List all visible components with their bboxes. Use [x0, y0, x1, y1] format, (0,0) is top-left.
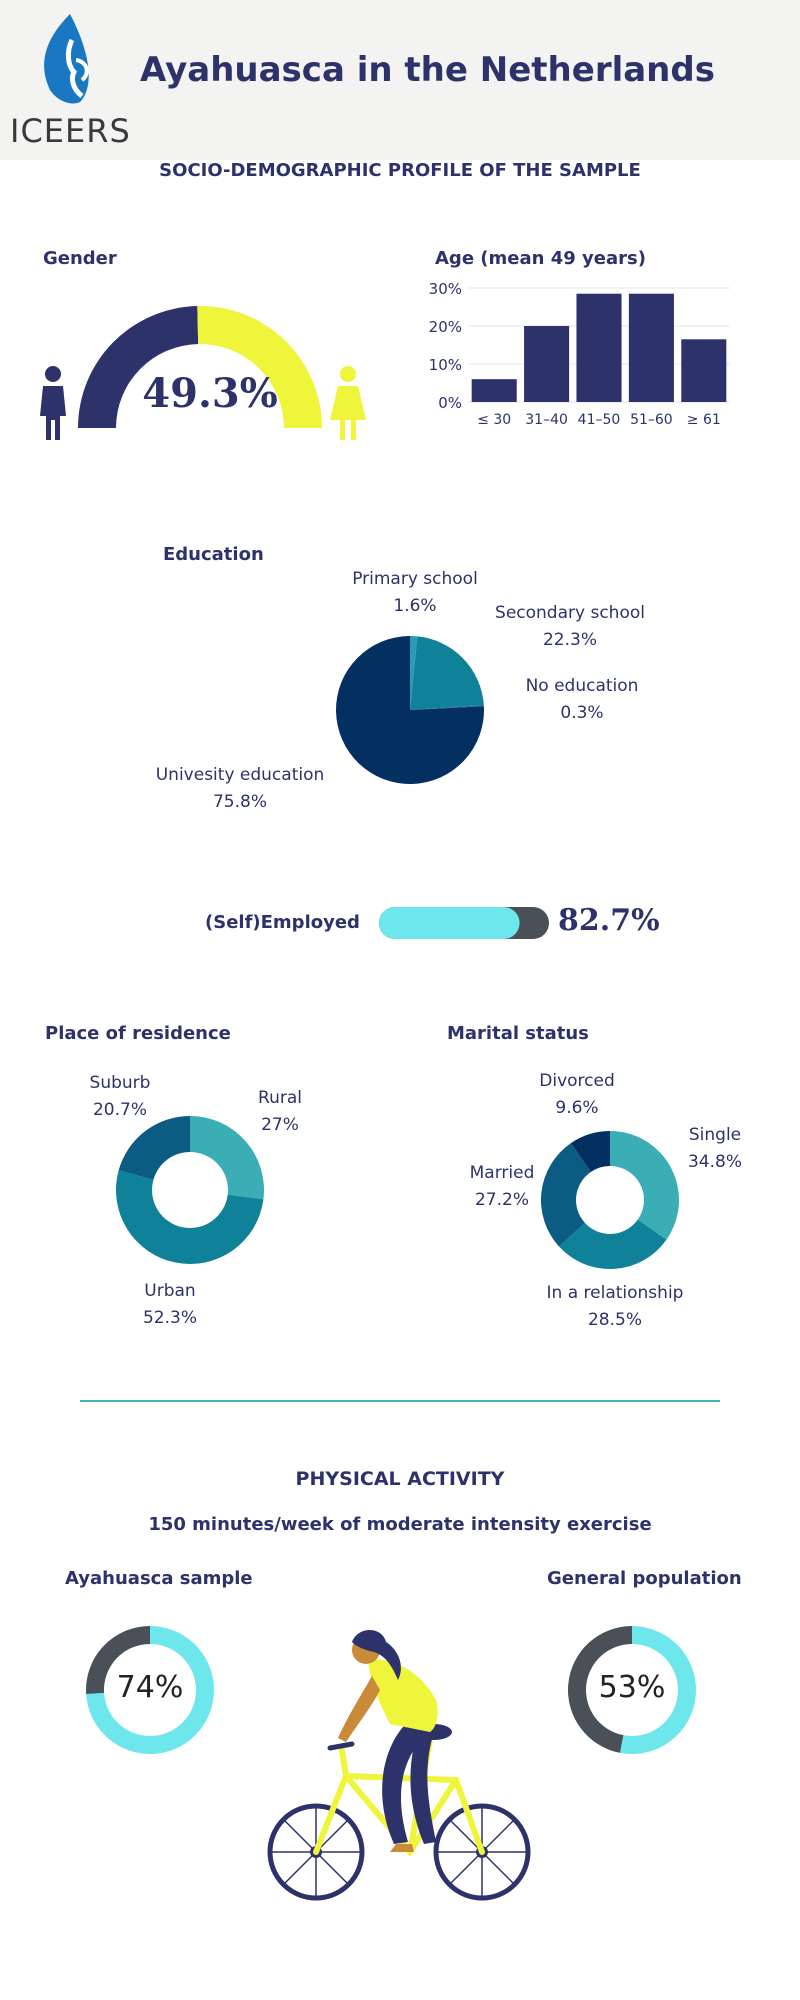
- general-ring-chart: [568, 1626, 696, 1754]
- res-label-rural: Rural 27%: [258, 1088, 302, 1135]
- employed-value: 82.7%: [558, 903, 660, 938]
- general-ring-value: [620, 1626, 696, 1754]
- edu-label-university: Univesity education 75.8%: [155, 765, 325, 812]
- edu-label-none: No education 0.3%: [525, 676, 639, 723]
- sample-title: Ayahuasca sample: [65, 1568, 253, 1589]
- mar-label-relationship: In a relationship 28.5%: [546, 1283, 684, 1330]
- age-bar-chart: 0% 10% 20% 30% ≤ 30 31–40 41–50 51–60 ≥ 61: [429, 280, 730, 428]
- residence-donut-chart: [116, 1116, 264, 1264]
- education-pie-chart: [336, 636, 484, 784]
- age-xtick-label: ≥ 61: [687, 412, 721, 428]
- employed-progress-bar: [379, 907, 549, 939]
- education-slice-2: [410, 704, 484, 710]
- age-ytick-label: 0%: [438, 394, 462, 412]
- header-background: [0, 0, 800, 160]
- mar-label-divorced: Divorced 9.6%: [539, 1071, 615, 1118]
- age-xtick-label: 31–40: [525, 412, 568, 428]
- age-bar: [628, 293, 674, 402]
- age-ytick-label: 20%: [429, 318, 462, 336]
- residence-slice-2: [118, 1116, 190, 1180]
- gender-arc-right: [197, 306, 322, 428]
- marital-slice-3: [570, 1131, 610, 1172]
- residence-slice-0: [190, 1116, 264, 1200]
- sample-value: 74%: [116, 1670, 184, 1705]
- marital-slice-0: [610, 1131, 679, 1240]
- age-xtick-label: ≤ 30: [477, 412, 511, 428]
- residence-title: Place of residence: [45, 1023, 231, 1044]
- education-slice-3: [336, 636, 484, 784]
- male-icon: [40, 366, 66, 440]
- edu-label-primary: Primary school 1.6%: [352, 569, 478, 616]
- employed-title: (Self)Employed: [205, 912, 360, 933]
- gender-value: 49.3%: [142, 370, 278, 417]
- education-title: Education: [163, 544, 264, 565]
- edu-label-secondary: Secondary school 22.3%: [495, 603, 645, 650]
- physical-title: PHYSICAL ACTIVITY: [295, 1468, 505, 1490]
- logo-text: ICEERS: [10, 112, 131, 150]
- age-xtick-label: 51–60: [630, 412, 673, 428]
- education-slice-0: [410, 636, 418, 710]
- page-subtitle: SOCIO-DEMOGRAPHIC PROFILE OF THE SAMPLE: [159, 160, 641, 181]
- age-bar: [471, 379, 517, 402]
- marital-title: Marital status: [447, 1023, 589, 1044]
- age-title: Age (mean 49 years): [435, 248, 646, 269]
- general-ring-rest: [568, 1626, 632, 1753]
- age-bar: [681, 339, 727, 402]
- leaf-logo-icon: [44, 14, 89, 104]
- sample-ring-rest: [86, 1626, 150, 1695]
- age-ytick-label: 30%: [429, 280, 462, 298]
- marital-slice-2: [541, 1143, 591, 1247]
- sample-ring-chart: [86, 1626, 214, 1754]
- mar-label-single: Single 34.8%: [687, 1125, 742, 1172]
- residence-slice-1: [116, 1170, 264, 1264]
- marital-donut-chart: [541, 1131, 679, 1269]
- age-bar: [576, 293, 622, 402]
- gender-arc-left: [78, 306, 199, 428]
- age-xtick-label: 41–50: [578, 412, 621, 428]
- section-divider: [80, 1400, 720, 1402]
- res-label-urban: Urban 52.3%: [142, 1281, 197, 1328]
- cyclist-illustration: [267, 1630, 531, 1901]
- page-title: Ayahuasca in the Netherlands: [140, 50, 715, 90]
- gender-title: Gender: [43, 248, 117, 269]
- physical-subtitle: 150 minutes/week of moderate intensity e…: [148, 1514, 652, 1535]
- female-icon: [330, 366, 366, 440]
- general-title: General population: [547, 1568, 742, 1589]
- age-ytick-label: 10%: [429, 356, 462, 374]
- education-slice-1: [410, 636, 484, 710]
- general-value: 53%: [598, 1670, 666, 1705]
- age-bar: [524, 326, 570, 402]
- mar-label-married: Married 27.2%: [469, 1163, 535, 1210]
- employed-fill: [379, 907, 520, 939]
- res-label-suburb: Suburb 20.7%: [89, 1073, 151, 1120]
- gender-gauge: [40, 306, 366, 440]
- marital-slice-1: [559, 1219, 667, 1269]
